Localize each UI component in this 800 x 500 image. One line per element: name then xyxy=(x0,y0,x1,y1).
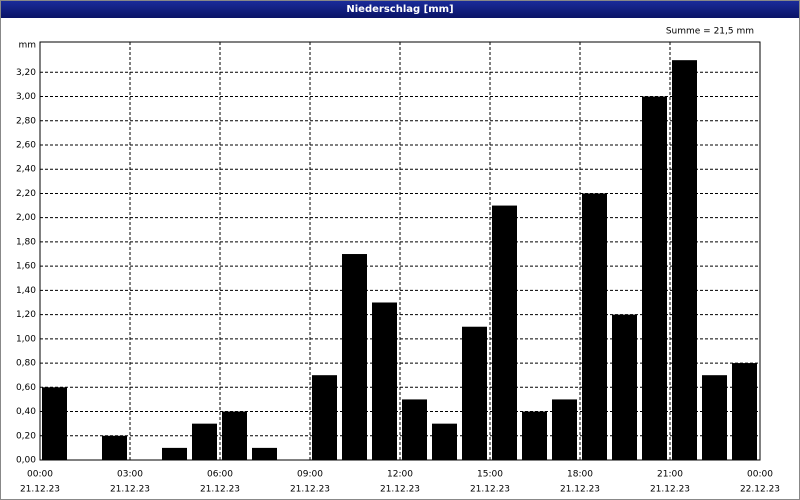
y-tick-label: 0,60 xyxy=(16,383,36,393)
y-tick-label: 3,00 xyxy=(16,92,36,102)
y-tick-label: 0,40 xyxy=(16,407,36,417)
y-tick-label: 2,80 xyxy=(16,116,36,126)
y-tick-label: 1,20 xyxy=(16,310,36,320)
y-tick-label: 2,60 xyxy=(16,140,36,150)
x-tick-label: 06:00 xyxy=(207,470,233,480)
bar xyxy=(702,375,727,460)
bar xyxy=(162,447,187,460)
y-tick-label: 2,00 xyxy=(16,213,36,223)
y-tick-label: 1,40 xyxy=(16,286,36,296)
x-tick-label: 03:00 xyxy=(117,470,143,480)
bar xyxy=(732,363,757,460)
y-tick-label: 0,80 xyxy=(16,359,36,369)
x-tick-date: 21.12.23 xyxy=(380,485,420,495)
y-tick-label: 2,20 xyxy=(16,189,36,199)
bar xyxy=(222,411,247,460)
bar xyxy=(492,205,517,460)
x-tick-date: 21.12.23 xyxy=(650,485,690,495)
x-tick-date: 21.12.23 xyxy=(20,485,60,495)
x-tick-label: 21:00 xyxy=(657,470,683,480)
chart-title: Niederschlag [mm] xyxy=(1,1,799,18)
bar xyxy=(462,326,487,460)
y-tick-label: 3,20 xyxy=(16,68,36,78)
y-unit: mm xyxy=(18,41,36,51)
bar xyxy=(342,254,367,460)
bar xyxy=(582,193,607,460)
bar xyxy=(192,423,217,460)
bar xyxy=(252,447,277,460)
x-tick-label: 18:00 xyxy=(567,470,593,480)
y-tick-label: 1,00 xyxy=(16,334,36,344)
x-tick-date: 21.12.23 xyxy=(290,485,330,495)
bar xyxy=(402,399,427,460)
y-tick-label: 0,20 xyxy=(16,431,36,441)
annotation: Summe = 21,5 mm xyxy=(666,27,754,37)
bar xyxy=(612,314,637,460)
y-tick-label: 1,80 xyxy=(16,237,36,247)
x-tick-date: 21.12.23 xyxy=(110,485,150,495)
x-tick-date: 21.12.23 xyxy=(560,485,600,495)
bar xyxy=(312,375,337,460)
x-tick-date: 22.12.23 xyxy=(740,485,780,495)
bar xyxy=(432,423,457,460)
bar xyxy=(552,399,577,460)
bar xyxy=(102,435,127,460)
y-tick-label: 2,40 xyxy=(16,165,36,175)
plot-border xyxy=(39,41,761,461)
x-tick-label: 00:00 xyxy=(27,470,53,480)
x-tick-date: 21.12.23 xyxy=(470,485,510,495)
x-tick-label: 00:00 xyxy=(747,470,773,480)
bar xyxy=(672,60,697,460)
x-tick-label: 15:00 xyxy=(477,470,503,480)
y-tick-label: 1,60 xyxy=(16,262,36,272)
bar xyxy=(372,302,397,460)
bar xyxy=(522,411,547,460)
x-tick-date: 21.12.23 xyxy=(200,485,240,495)
bar xyxy=(42,387,67,460)
bar xyxy=(642,96,667,461)
x-tick-label: 12:00 xyxy=(387,470,413,480)
x-tick-label: 09:00 xyxy=(297,470,323,480)
y-tick-label: 0,00 xyxy=(16,456,36,466)
